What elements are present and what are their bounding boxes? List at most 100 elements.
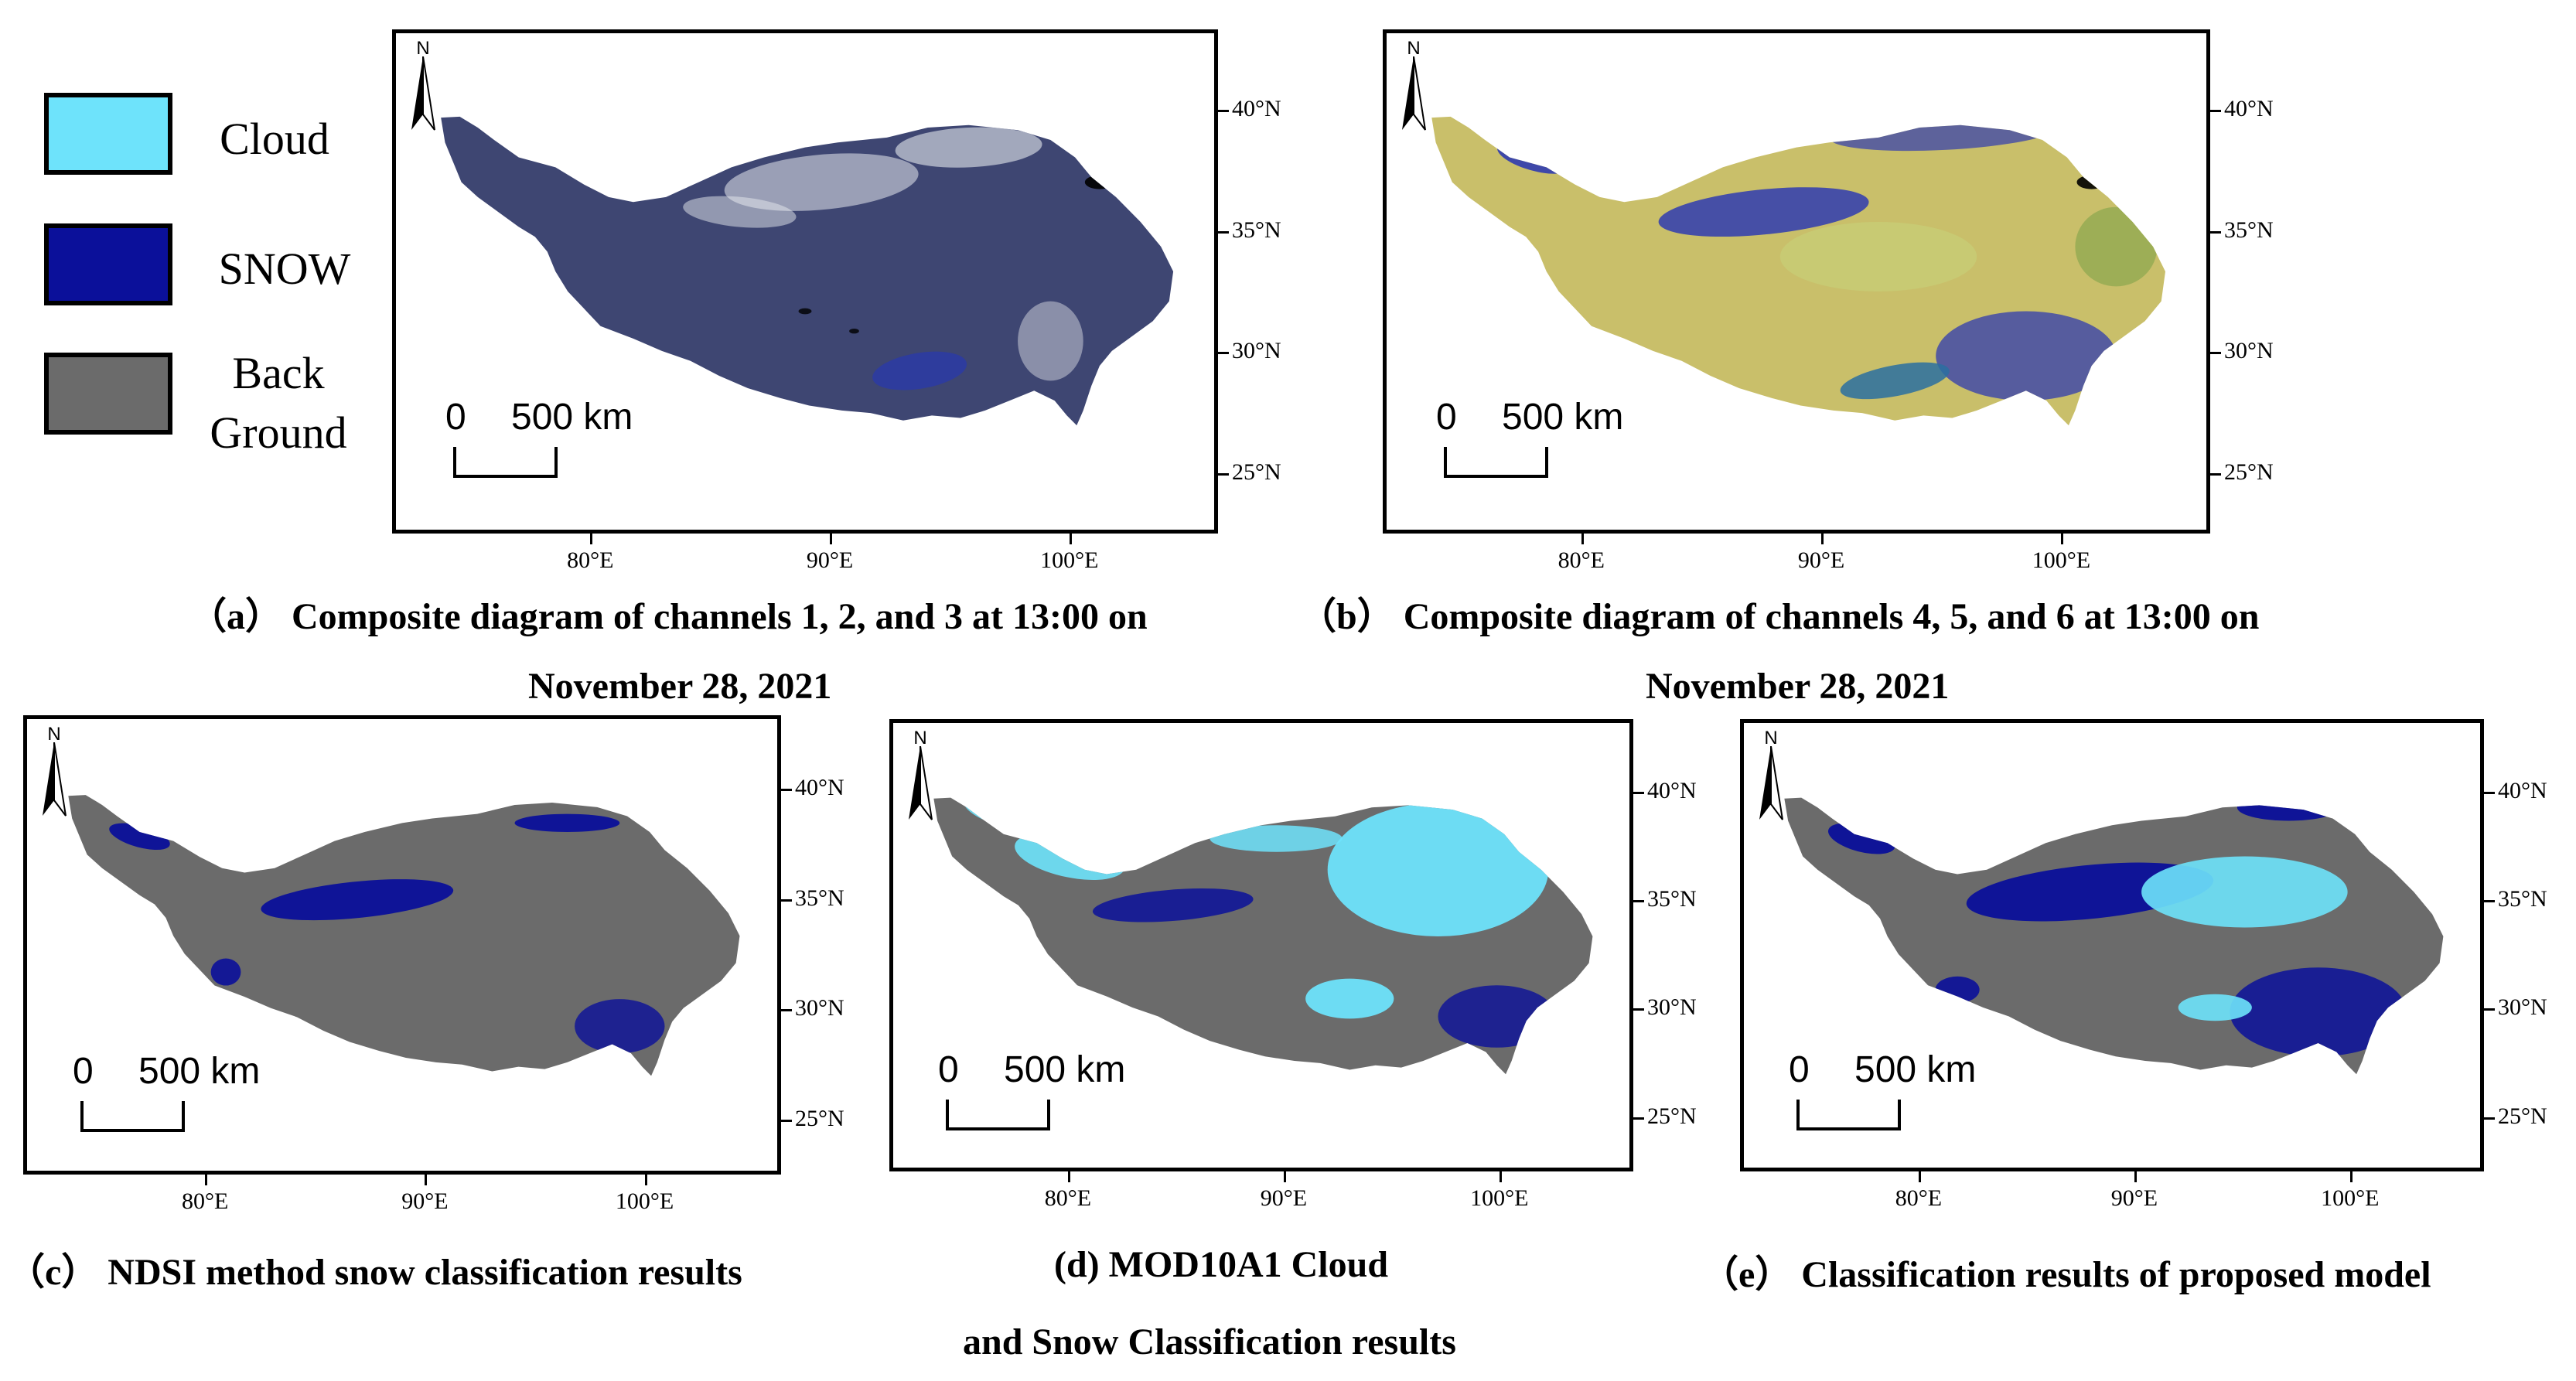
caption-panel-a-line2: November 28, 2021 xyxy=(528,666,832,707)
lat-tick xyxy=(781,1119,792,1122)
caption-panel-c: （c） NDSI method snow classification resu… xyxy=(8,1252,742,1293)
lon-label: 80°E xyxy=(182,1188,229,1214)
lon-tick xyxy=(1821,534,1824,544)
lon-label: 100°E xyxy=(2321,1185,2380,1211)
lat-label: 35°N xyxy=(2224,217,2274,243)
scale-distance-label: 500 km xyxy=(1004,1049,1126,1090)
lat-label: 25°N xyxy=(795,1105,844,1131)
plateau-map-image xyxy=(933,797,1593,1075)
scale-distance-label: 500 km xyxy=(1854,1049,1977,1090)
lon-label: 90°E xyxy=(1797,547,1845,573)
plateau-map-image xyxy=(441,116,1174,426)
north-label: N xyxy=(913,728,927,748)
lon-tick xyxy=(1918,1171,1921,1182)
caption-panel-d: (d) MOD10A1 Cloud xyxy=(1054,1244,1389,1285)
lat-tick xyxy=(781,789,792,792)
lat-label: 30°N xyxy=(2224,338,2274,364)
lon-label: 80°E xyxy=(1044,1185,1092,1211)
legend-label-cloud: Cloud xyxy=(220,114,329,164)
lat-tick xyxy=(2210,230,2221,234)
scale-bar-line xyxy=(80,1101,185,1132)
lon-label: 90°E xyxy=(1260,1185,1308,1211)
scale-zero-label: 0 xyxy=(1436,397,1457,438)
scale-bar-line xyxy=(1796,1100,1901,1130)
lat-label: 40°N xyxy=(2224,96,2274,122)
scale-distance-label: 500 km xyxy=(138,1051,261,1092)
lat-tick xyxy=(2210,352,2221,355)
lat-tick xyxy=(1633,1008,1644,1011)
lat-tick xyxy=(2484,1117,2495,1120)
lat-label: 40°N xyxy=(1647,777,1697,803)
scale-zero-label: 0 xyxy=(938,1049,959,1090)
lat-tick xyxy=(2484,1008,2495,1011)
lon-label: 80°E xyxy=(567,547,614,573)
scale-bar-line xyxy=(1444,447,1548,478)
lat-label: 25°N xyxy=(2224,459,2274,485)
caption-panel-b-line2: November 28, 2021 xyxy=(1646,666,1950,707)
caption-panel-d-line2: and Snow Classification results xyxy=(963,1321,1456,1362)
lon-tick xyxy=(2061,534,2064,544)
map-panel-c: N 0 500 km xyxy=(23,715,781,1175)
lat-label: 30°N xyxy=(1647,994,1697,1021)
scale-bar-line xyxy=(453,447,558,478)
plateau-map-image xyxy=(1784,797,2444,1075)
caption-panel-a: （a） Composite diagram of channels 1, 2, … xyxy=(189,596,1148,637)
lon-label: 90°E xyxy=(401,1188,449,1214)
lon-tick xyxy=(1581,534,1584,544)
scale-zero-label: 0 xyxy=(73,1051,94,1092)
lon-tick xyxy=(425,1175,428,1185)
map-panel-a: N 0 500 km xyxy=(392,29,1218,534)
lon-tick xyxy=(1069,534,1072,544)
lat-label: 35°N xyxy=(795,885,844,911)
lat-label: 30°N xyxy=(795,995,844,1021)
lat-tick xyxy=(1218,472,1229,476)
plateau-map-image xyxy=(1431,116,2165,426)
lat-tick xyxy=(2484,900,2495,902)
lon-label: 100°E xyxy=(615,1188,674,1214)
lat-label: 40°N xyxy=(795,775,844,801)
lon-label: 90°E xyxy=(2110,1185,2158,1211)
lon-tick xyxy=(644,1175,647,1185)
lat-tick xyxy=(781,1009,792,1012)
legend-swatch-background xyxy=(44,353,172,435)
lon-label: 100°E xyxy=(1040,547,1099,573)
scale-distance-label: 500 km xyxy=(1502,397,1624,438)
lat-tick xyxy=(781,899,792,902)
scale-zero-label: 0 xyxy=(1789,1049,1810,1090)
north-label: N xyxy=(1764,728,1778,748)
lat-tick xyxy=(1218,110,1229,113)
lon-tick xyxy=(205,1175,208,1185)
lat-tick xyxy=(1633,791,1644,794)
lon-tick xyxy=(1283,1171,1286,1182)
lon-label: 90°E xyxy=(806,547,854,573)
lat-label: 25°N xyxy=(1232,459,1281,485)
lat-label: 35°N xyxy=(2498,886,2547,912)
legend-swatch-snow xyxy=(44,223,172,305)
map-panel-b: N 0 500 km xyxy=(1383,29,2210,534)
lat-tick xyxy=(2210,110,2221,113)
lat-tick xyxy=(1218,352,1229,355)
legend-label-background: Back Ground xyxy=(210,348,347,458)
lat-label: 35°N xyxy=(1232,217,1281,243)
lat-label: 25°N xyxy=(2498,1103,2547,1129)
caption-panel-b: （b） Composite diagram of channels 4, 5, … xyxy=(1299,596,2260,637)
scale-zero-label: 0 xyxy=(445,397,466,438)
legend-swatch-cloud xyxy=(44,93,172,175)
lon-label: 80°E xyxy=(1895,1185,1943,1211)
lon-tick xyxy=(2134,1171,2137,1182)
scale-distance-label: 500 km xyxy=(511,397,633,438)
north-label: N xyxy=(416,38,430,59)
map-panel-d: N 0 500 km xyxy=(889,719,1633,1171)
lat-tick xyxy=(1218,230,1229,234)
lon-tick xyxy=(2349,1171,2353,1182)
lon-tick xyxy=(590,534,593,544)
map-panel-e: N 0 500 km xyxy=(1740,719,2484,1171)
lat-tick xyxy=(1633,900,1644,902)
lat-label: 25°N xyxy=(1647,1103,1697,1129)
north-label: N xyxy=(1407,38,1421,59)
legend-label-snow: SNOW xyxy=(218,244,351,294)
plateau-map-image xyxy=(68,795,740,1076)
lat-label: 30°N xyxy=(2498,994,2547,1021)
lat-tick xyxy=(1633,1117,1644,1120)
lon-tick xyxy=(1499,1171,1502,1182)
